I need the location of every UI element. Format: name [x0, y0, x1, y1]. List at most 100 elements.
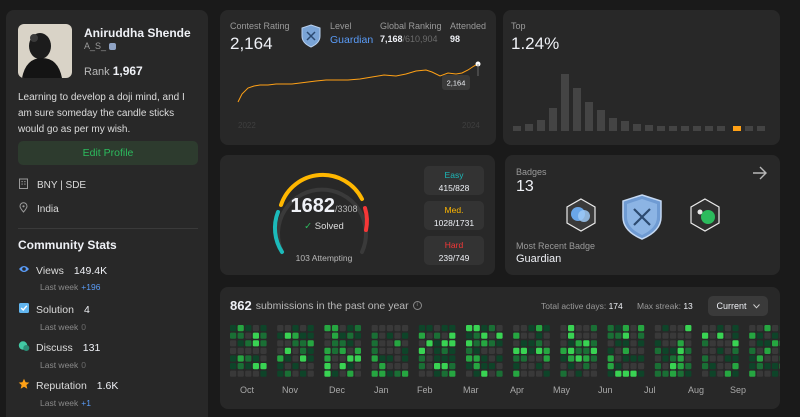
heatmap-day-cell[interactable]: [292, 340, 299, 347]
heatmap-day-cell[interactable]: [709, 332, 716, 339]
heatmap-day-cell[interactable]: [717, 325, 724, 332]
heatmap-day-cell[interactable]: [324, 332, 331, 339]
heatmap-day-cell[interactable]: [466, 355, 473, 362]
heatmap-day-cell[interactable]: [732, 325, 739, 332]
heatmap-day-cell[interactable]: [575, 363, 582, 370]
heatmap-day-cell[interactable]: [583, 325, 590, 332]
heatmap-day-cell[interactable]: [702, 370, 709, 377]
heatmap-day-cell[interactable]: [717, 332, 724, 339]
heatmap-day-cell[interactable]: [677, 363, 684, 370]
heatmap-day-cell[interactable]: [324, 325, 331, 332]
heatmap-day-cell[interactable]: [496, 332, 503, 339]
heatmap-day-cell[interactable]: [543, 332, 550, 339]
heatmap-day-cell[interactable]: [615, 355, 622, 362]
heatmap-day-cell[interactable]: [449, 332, 456, 339]
heatmap-day-cell[interactable]: [543, 355, 550, 362]
heatmap-day-cell[interactable]: [520, 370, 527, 377]
heatmap-day-cell[interactable]: [441, 363, 448, 370]
heatmap-day-cell[interactable]: [732, 332, 739, 339]
heatmap-day-cell[interactable]: [237, 355, 244, 362]
heatmap-day-cell[interactable]: [307, 355, 314, 362]
heatmap-day-cell[interactable]: [379, 325, 386, 332]
level-value[interactable]: Guardian: [330, 34, 374, 46]
heatmap-day-cell[interactable]: [496, 355, 503, 362]
heatmap-day-cell[interactable]: [709, 325, 716, 332]
heatmap-day-cell[interactable]: [702, 340, 709, 347]
heatmap-day-cell[interactable]: [528, 325, 535, 332]
heatmap-day-cell[interactable]: [568, 370, 575, 377]
heatmap-day-cell[interactable]: [252, 332, 259, 339]
heatmap-day-cell[interactable]: [536, 340, 543, 347]
heatmap-day-cell[interactable]: [332, 347, 339, 354]
heatmap-day-cell[interactable]: [622, 370, 629, 377]
heatmap-day-cell[interactable]: [732, 340, 739, 347]
heatmap-day-cell[interactable]: [622, 355, 629, 362]
heatmap-day-cell[interactable]: [449, 370, 456, 377]
heatmap-day-cell[interactable]: [292, 325, 299, 332]
heatmap-day-cell[interactable]: [654, 347, 661, 354]
heatmap-day-cell[interactable]: [473, 340, 480, 347]
heatmap-day-cell[interactable]: [473, 325, 480, 332]
heatmap-day-cell[interactable]: [284, 340, 291, 347]
heatmap-day-cell[interactable]: [394, 325, 401, 332]
heatmap-day-cell[interactable]: [260, 355, 267, 362]
heatmap-day-cell[interactable]: [520, 332, 527, 339]
heatmap-day-cell[interactable]: [685, 325, 692, 332]
heatmap-day-cell[interactable]: [230, 370, 237, 377]
heatmap-day-cell[interactable]: [749, 325, 756, 332]
year-select-dropdown[interactable]: Current: [708, 296, 768, 316]
heatmap-day-cell[interactable]: [772, 355, 779, 362]
heatmap-day-cell[interactable]: [277, 325, 284, 332]
heatmap-day-cell[interactable]: [662, 355, 669, 362]
heatmap-day-cell[interactable]: [764, 347, 771, 354]
heatmap-day-cell[interactable]: [354, 347, 361, 354]
heatmap-day-cell[interactable]: [575, 332, 582, 339]
heatmap-day-cell[interactable]: [724, 370, 731, 377]
heatmap-day-cell[interactable]: [245, 363, 252, 370]
heatmap-day-cell[interactable]: [300, 355, 307, 362]
heatmap-day-cell[interactable]: [473, 332, 480, 339]
heatmap-day-cell[interactable]: [560, 355, 567, 362]
heatmap-day-cell[interactable]: [724, 355, 731, 362]
heatmap-day-cell[interactable]: [496, 370, 503, 377]
heatmap-day-cell[interactable]: [230, 332, 237, 339]
heatmap-day-cell[interactable]: [622, 347, 629, 354]
heatmap-day-cell[interactable]: [230, 347, 237, 354]
heatmap-day-cell[interactable]: [772, 347, 779, 354]
heatmap-day-cell[interactable]: [615, 340, 622, 347]
heatmap-day-cell[interactable]: [466, 332, 473, 339]
heatmap-day-cell[interactable]: [307, 340, 314, 347]
heatmap-day-cell[interactable]: [237, 347, 244, 354]
heatmap-day-cell[interactable]: [583, 347, 590, 354]
heatmap-day-cell[interactable]: [732, 347, 739, 354]
heatmap-day-cell[interactable]: [292, 370, 299, 377]
heatmap-day-cell[interactable]: [756, 340, 763, 347]
rating-line-chart[interactable]: 2,164 2022 2024: [220, 10, 496, 145]
heatmap-day-cell[interactable]: [590, 340, 597, 347]
arrow-right-icon[interactable]: [752, 166, 768, 183]
heatmap-day-cell[interactable]: [324, 340, 331, 347]
heatmap-day-cell[interactable]: [568, 347, 575, 354]
heatmap-day-cell[interactable]: [245, 355, 252, 362]
heatmap-day-cell[interactable]: [677, 340, 684, 347]
heatmap-day-cell[interactable]: [590, 363, 597, 370]
heatmap-day-cell[interactable]: [488, 325, 495, 332]
heatmap-day-cell[interactable]: [607, 347, 614, 354]
heatmap-day-cell[interactable]: [434, 370, 441, 377]
heatmap-day-cell[interactable]: [434, 340, 441, 347]
heatmap-day-cell[interactable]: [277, 363, 284, 370]
heatmap-day-cell[interactable]: [590, 332, 597, 339]
heatmap-day-cell[interactable]: [749, 332, 756, 339]
heatmap-day-cell[interactable]: [260, 325, 267, 332]
heatmap-day-cell[interactable]: [260, 370, 267, 377]
heatmap-day-cell[interactable]: [379, 347, 386, 354]
heatmap-day-cell[interactable]: [488, 355, 495, 362]
heatmap-day-cell[interactable]: [630, 355, 637, 362]
heatmap-day-cell[interactable]: [575, 340, 582, 347]
heatmap-day-cell[interactable]: [332, 355, 339, 362]
heatmap-day-cell[interactable]: [354, 340, 361, 347]
heatmap-day-cell[interactable]: [277, 332, 284, 339]
heatmap-day-cell[interactable]: [560, 325, 567, 332]
heatmap-day-cell[interactable]: [426, 370, 433, 377]
heatmap-day-cell[interactable]: [277, 355, 284, 362]
